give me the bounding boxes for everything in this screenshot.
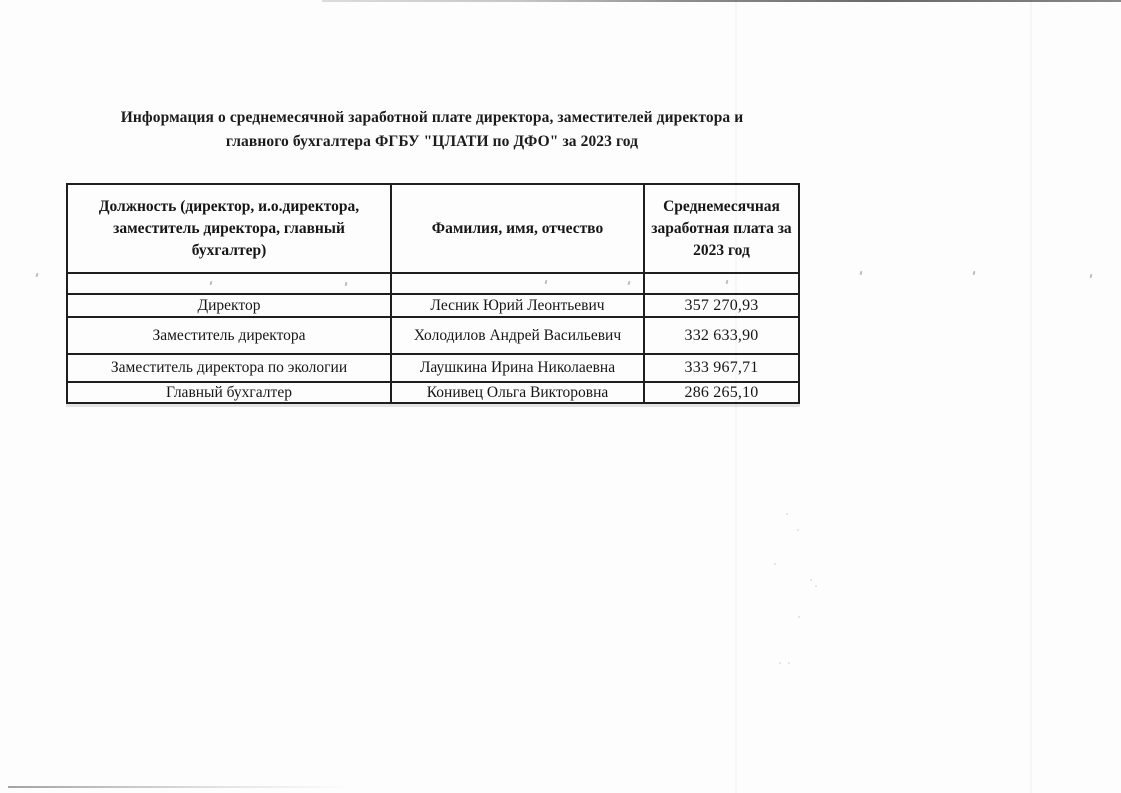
scan-speck [778, 661, 782, 665]
cell-salary: 332 633,90 [643, 316, 800, 355]
scan-speck [859, 270, 863, 276]
scan-speck [796, 528, 800, 532]
scan-speck [814, 584, 818, 588]
scan-artifact-bottom-line [8, 786, 353, 788]
table-header-row: Должность (директор, и.о.директора, заме… [66, 183, 800, 274]
scan-speck [35, 272, 39, 278]
header-cell-salary: Среднемесячная заработная плата за 2023 … [643, 183, 800, 274]
scan-speck [809, 578, 813, 582]
title-line-1: Информация о среднемесячной заработной п… [120, 109, 744, 126]
cell-position: Главный бухгалтер [66, 381, 392, 404]
cell-position: Директор [66, 293, 392, 318]
cell-position: Заместитель директора [66, 316, 392, 355]
scan-streak-vertical [1030, 0, 1032, 793]
cell-name: Конивец Ольга Викторовна [390, 381, 645, 404]
table-row: Директор Лесник Юрий Леонтьевич 357 270,… [66, 293, 800, 318]
scan-speck [773, 562, 777, 566]
scan-speck [787, 661, 791, 665]
header-cell-name: Фамилия, имя, отчество [390, 183, 645, 274]
cell-name: Лаушкина Ирина Николаевна [390, 353, 645, 383]
salary-table: Должность (директор, и.о.директора, заме… [66, 183, 800, 404]
table-row: Главный бухгалтер Конивец Ольга Викторов… [66, 381, 800, 404]
scan-speck [972, 270, 976, 276]
spacer-cell [390, 272, 645, 295]
scan-speck [797, 615, 801, 619]
cell-salary: 333 967,71 [643, 353, 800, 383]
cell-position: Заместитель директора по экологии [66, 353, 392, 383]
title-line-2: главного бухгалтера ФГБУ "ЦЛАТИ по ДФО" … [225, 133, 639, 150]
cell-name: Холодилов Андрей Васильевич [390, 316, 645, 355]
cell-salary: 286 265,10 [643, 381, 800, 404]
cell-name: Лесник Юрий Леонтьевич [390, 293, 645, 318]
scan-speck [1089, 273, 1093, 279]
spacer-cell [643, 272, 800, 295]
table-spacer-row [66, 272, 800, 295]
table-row: Заместитель директора Холодилов Андрей В… [66, 316, 800, 355]
document-title: Информация о среднемесячной заработной п… [66, 106, 798, 154]
scan-artifact-top-line [322, 0, 1121, 2]
header-cell-position: Должность (директор, и.о.директора, заме… [66, 183, 392, 274]
scan-speck [785, 512, 789, 516]
table-row: Заместитель директора по экологии Лаушки… [66, 353, 800, 383]
cell-salary: 357 270,93 [643, 293, 800, 318]
spacer-cell [66, 272, 392, 295]
